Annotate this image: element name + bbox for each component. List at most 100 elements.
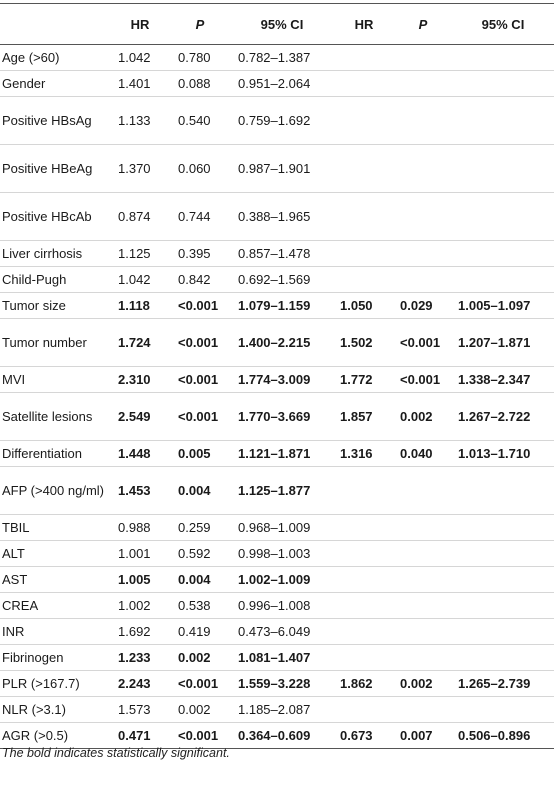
cell-ci-univariate: 0.996–1.008	[230, 592, 334, 619]
cell-hr-multivariate	[334, 540, 394, 567]
cell-ci-multivariate	[452, 696, 554, 723]
cell-p-multivariate	[394, 466, 452, 515]
cell-ci-univariate: 0.857–1.478	[230, 240, 334, 267]
cell-p-univariate: 0.842	[170, 266, 230, 293]
cell-p-multivariate	[394, 192, 452, 241]
cell-ci-univariate: 0.759–1.692	[230, 96, 334, 145]
cell-p-multivariate	[394, 566, 452, 593]
cell-ci-univariate: 1.079–1.159	[230, 292, 334, 319]
row-label: AST	[0, 566, 110, 593]
table-row: INR 1.692 0.419 0.473–6.049	[0, 618, 554, 645]
cell-hr-univariate: 2.549	[110, 392, 170, 441]
table-footnote: The bold indicates statistically signifi…	[2, 746, 230, 760]
row-label: CREA	[0, 592, 110, 619]
cell-ci-multivariate: 0.506–0.896	[452, 722, 554, 749]
row-label: Positive HBeAg	[0, 144, 110, 193]
cell-p-univariate: 0.005	[170, 440, 230, 467]
cell-hr-multivariate: 0.673	[334, 722, 394, 749]
cell-ci-univariate: 0.364–0.609	[230, 722, 334, 749]
cell-ci-univariate: 0.968–1.009	[230, 514, 334, 541]
cell-p-univariate: <0.001	[170, 722, 230, 749]
cell-p-univariate: 0.395	[170, 240, 230, 267]
table-row: TBIL 0.988 0.259 0.968–1.009	[0, 514, 554, 541]
cell-p-univariate: 0.088	[170, 70, 230, 97]
cell-ci-multivariate: 1.265–2.739	[452, 670, 554, 697]
table-row: Differentiation 1.448 0.005 1.121–1.871 1.31…	[0, 440, 554, 467]
cell-hr-multivariate: 1.772	[334, 366, 394, 393]
cell-ci-univariate: 1.125–1.877	[230, 466, 334, 515]
row-label: AGR (>0.5)	[0, 722, 110, 749]
cell-p-multivariate	[394, 266, 452, 293]
table-row: Tumor number 1.724 <0.001 1.400–2.215 1.502 <…	[0, 318, 554, 367]
table-row: Gender 1.401 0.088 0.951–2.064	[0, 70, 554, 97]
row-label: Tumor number	[0, 318, 110, 367]
cell-ci-multivariate	[452, 514, 554, 541]
cell-ci-univariate: 1.770–3.669	[230, 392, 334, 441]
cell-p-multivariate	[394, 540, 452, 567]
cell-p-univariate: 0.002	[170, 644, 230, 671]
cell-hr-univariate: 2.310	[110, 366, 170, 393]
table-row: Positive HBsAg 1.133 0.540 0.759–1.692	[0, 96, 554, 145]
cell-hr-univariate: 1.042	[110, 266, 170, 293]
row-label: NLR (>3.1)	[0, 696, 110, 723]
cell-p-univariate: 0.060	[170, 144, 230, 193]
header-hr-multivariate: HR	[334, 3, 394, 45]
cell-hr-multivariate: 1.857	[334, 392, 394, 441]
cell-p-multivariate	[394, 240, 452, 267]
cell-hr-univariate: 0.471	[110, 722, 170, 749]
cell-p-univariate: 0.259	[170, 514, 230, 541]
header-p-multivariate: P	[394, 3, 452, 45]
row-label: Positive HBcAb	[0, 192, 110, 241]
cell-p-univariate: 0.540	[170, 96, 230, 145]
row-label: PLR (>167.7)	[0, 670, 110, 697]
row-label: Gender	[0, 70, 110, 97]
cell-ci-univariate: 1.774–3.009	[230, 366, 334, 393]
cell-p-multivariate	[394, 96, 452, 145]
cell-ci-univariate: 0.987–1.901	[230, 144, 334, 193]
cell-ci-multivariate	[452, 144, 554, 193]
cell-hr-multivariate: 1.316	[334, 440, 394, 467]
cell-ci-multivariate	[452, 644, 554, 671]
table-row: NLR (>3.1) 1.573 0.002 1.185–2.087	[0, 696, 554, 723]
cell-ci-multivariate	[452, 240, 554, 267]
cell-hr-univariate: 1.005	[110, 566, 170, 593]
row-label: Positive HBsAg	[0, 96, 110, 145]
cell-ci-multivariate	[452, 70, 554, 97]
cell-ci-univariate: 0.388–1.965	[230, 192, 334, 241]
cell-p-multivariate	[394, 592, 452, 619]
table-row: Liver cirrhosis 1.125 0.395 0.857–1.478	[0, 240, 554, 267]
cell-ci-multivariate	[452, 266, 554, 293]
cell-p-multivariate	[394, 696, 452, 723]
cell-p-multivariate	[394, 144, 452, 193]
header-p-univariate: P	[170, 3, 230, 45]
cell-hr-multivariate	[334, 44, 394, 71]
cell-hr-multivariate: 1.502	[334, 318, 394, 367]
table-row: Positive HBeAg 1.370 0.060 0.987–1.901	[0, 144, 554, 193]
cell-p-multivariate: 0.007	[394, 722, 452, 749]
row-label: Fibrinogen	[0, 644, 110, 671]
cox-regression-table: HR P 95% CI HR P 95% CI Age (>60) 1.042 0.…	[0, 3, 554, 749]
cell-ci-multivariate: 1.267–2.722	[452, 392, 554, 441]
row-label: Liver cirrhosis	[0, 240, 110, 267]
cell-ci-univariate: 1.121–1.871	[230, 440, 334, 467]
cell-hr-univariate: 1.401	[110, 70, 170, 97]
cell-hr-univariate: 1.118	[110, 292, 170, 319]
cell-hr-univariate: 1.133	[110, 96, 170, 145]
cell-ci-univariate: 1.185–2.087	[230, 696, 334, 723]
cell-ci-multivariate	[452, 192, 554, 241]
cell-hr-univariate: 1.692	[110, 618, 170, 645]
cell-p-multivariate: <0.001	[394, 366, 452, 393]
cell-hr-multivariate	[334, 192, 394, 241]
cell-p-univariate: <0.001	[170, 392, 230, 441]
cell-p-univariate: <0.001	[170, 670, 230, 697]
table-row: Positive HBcAb 0.874 0.744 0.388–1.965	[0, 192, 554, 241]
cell-hr-multivariate	[334, 70, 394, 97]
cell-ci-multivariate: 1.207–1.871	[452, 318, 554, 367]
cell-hr-univariate: 1.370	[110, 144, 170, 193]
row-label: Child-Pugh	[0, 266, 110, 293]
cell-hr-univariate: 1.125	[110, 240, 170, 267]
row-label: Tumor size	[0, 292, 110, 319]
cell-p-multivariate	[394, 44, 452, 71]
cell-ci-multivariate	[452, 44, 554, 71]
cell-p-univariate: 0.004	[170, 566, 230, 593]
